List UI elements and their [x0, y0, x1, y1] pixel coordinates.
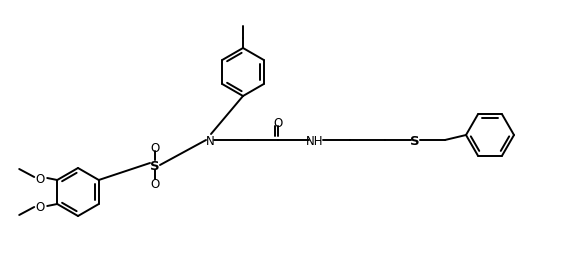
Text: O: O: [35, 173, 45, 186]
Text: NH: NH: [306, 135, 324, 148]
Text: O: O: [151, 142, 160, 155]
Text: O: O: [35, 201, 45, 214]
Text: N: N: [206, 135, 214, 148]
Text: O: O: [151, 178, 160, 191]
Text: O: O: [273, 117, 283, 130]
Text: S: S: [410, 135, 420, 148]
Text: S: S: [150, 160, 160, 173]
